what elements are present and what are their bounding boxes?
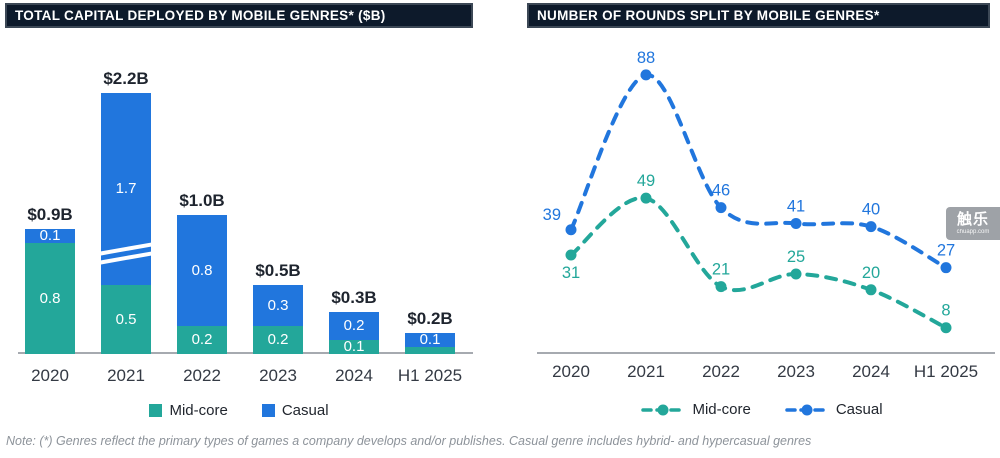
mid-core-value-label-H1 2025: 8	[941, 302, 950, 320]
bar-segment-mid-core-2024: 0.1	[329, 340, 379, 354]
mid-core-value-label-2024: 20	[862, 264, 880, 282]
mid-core-point-2022	[715, 281, 727, 293]
stacked-bar-chart: 0.8 0.1 $0.9B 2020 0.5 1.7 $2.2B 2021 0.2 0.8 $1.0…	[5, 30, 473, 390]
bar-segment-mid-core-2020: 0.8	[25, 242, 75, 354]
mid-core-point-2024	[865, 284, 877, 296]
mid-core-point-2020	[565, 249, 577, 261]
casual-value-label-2023: 41	[787, 197, 805, 215]
bar-segment-casual-2021: 1.7	[101, 92, 151, 285]
bar-segment-mid-core-H1 2025	[405, 347, 455, 354]
mid-core-line-marker-icon	[641, 404, 686, 415]
casual-point-2022	[715, 202, 727, 214]
bar-segment-casual-2022: 0.8	[177, 215, 227, 327]
x-axis-label-2024: 2024	[852, 362, 890, 381]
left-chart-legend: Mid-core Casual	[5, 402, 473, 419]
left-chart-title: TOTAL CAPITAL DEPLOYED BY MOBILE GENRES*…	[5, 3, 473, 28]
footnote: Note: (*) Genres reflect the primary typ…	[6, 434, 812, 448]
x-axis-label-2021: 2021	[107, 366, 145, 385]
x-axis-label-H1 2025: H1 2025	[914, 362, 978, 381]
casual-swatch-icon	[261, 404, 275, 417]
bar-segment-mid-core-2022: 0.2	[177, 326, 227, 354]
casual-value-label-2024: 40	[862, 201, 880, 219]
mid-core-swatch-icon	[149, 404, 163, 417]
bar-segment-casual-2020: 0.1	[25, 228, 75, 243]
x-axis-label-H1 2025: H1 2025	[397, 366, 463, 385]
x-axis-label-2022: 2022	[183, 366, 221, 385]
bar-segment-mid-core-2021: 0.5	[101, 284, 151, 354]
bar-total-label-2023: $0.5B	[255, 260, 301, 280]
x-axis-label-2021: 2021	[627, 362, 665, 381]
line-chart: 2020 2021 2022 2023 2024 H1 2025 31 49 21 25 20 8 39…	[537, 49, 995, 381]
left-x-axis-line	[18, 352, 473, 354]
casual-value-label-2022: 46	[712, 182, 730, 200]
mid-core-value-label-2022: 21	[712, 261, 730, 279]
mid-core-value-label-2021: 49	[637, 172, 655, 190]
mid-core-value-label-2020: 31	[562, 264, 580, 282]
legend-label-mid-core-line: Mid-core	[692, 401, 751, 418]
x-axis-label-2020: 2020	[31, 366, 69, 385]
legend-item-mid-core-line: Mid-core	[641, 401, 751, 418]
legend-item-casual: Casual	[261, 402, 329, 419]
right-chart-title: NUMBER OF ROUNDS SPLIT BY MOBILE GENRES*	[527, 3, 990, 28]
bar-total-label-2024: $0.3B	[331, 288, 377, 308]
x-axis-label-2022: 2022	[702, 362, 740, 381]
mid-core-point-2023	[790, 268, 802, 280]
casual-line	[569, 72, 948, 270]
bar-total-label-H1 2025: $0.2B	[407, 309, 453, 329]
x-axis-label-2024: 2024	[335, 366, 373, 385]
x-axis-label-2023: 2023	[777, 362, 815, 381]
casual-point-2024	[865, 221, 877, 233]
legend-item-casual-line: Casual	[785, 401, 883, 418]
mid-core-point-H1 2025	[940, 322, 952, 334]
x-axis-label-2023: 2023	[259, 366, 297, 385]
casual-value-label-2020: 39	[543, 206, 561, 224]
mid-core-point-2021	[640, 192, 652, 204]
legend-label-casual: Casual	[281, 402, 329, 419]
bar-segment-casual-2024: 0.2	[329, 312, 379, 341]
mid-core-value-label-2023: 25	[787, 248, 805, 266]
casual-point-2023	[790, 217, 802, 229]
watermark-logo: 触乐	[956, 211, 989, 228]
casual-line-marker-icon	[785, 404, 829, 415]
casual-point-2021	[640, 69, 652, 81]
bar-segment-casual-2023: 0.3	[253, 284, 303, 327]
right-chart-legend: Mid-core Casual	[527, 401, 997, 418]
casual-point-H1 2025	[940, 262, 952, 274]
casual-value-label-H1 2025: 27	[937, 242, 955, 260]
bar-total-label-2021: $2.2B	[103, 68, 149, 88]
bar-total-label-2020: $0.9B	[27, 204, 73, 224]
legend-label-casual-line: Casual	[835, 401, 883, 418]
x-axis-label-2020: 2020	[552, 362, 590, 381]
mid-core-line	[569, 196, 948, 330]
casual-point-2020	[565, 224, 577, 236]
bar-segment-casual-H1 2025: 0.1	[405, 333, 455, 348]
casual-value-label-2021: 88	[637, 49, 655, 67]
legend-label-mid-core: Mid-core	[169, 402, 228, 419]
watermark-url: chuapp.com	[956, 229, 990, 235]
bar-total-label-2022: $1.0B	[179, 191, 225, 210]
watermark-badge: 触乐 chuapp.com	[946, 207, 1000, 240]
bar-segment-mid-core-2023: 0.2	[253, 326, 303, 354]
legend-item-mid-core: Mid-core	[149, 402, 228, 419]
